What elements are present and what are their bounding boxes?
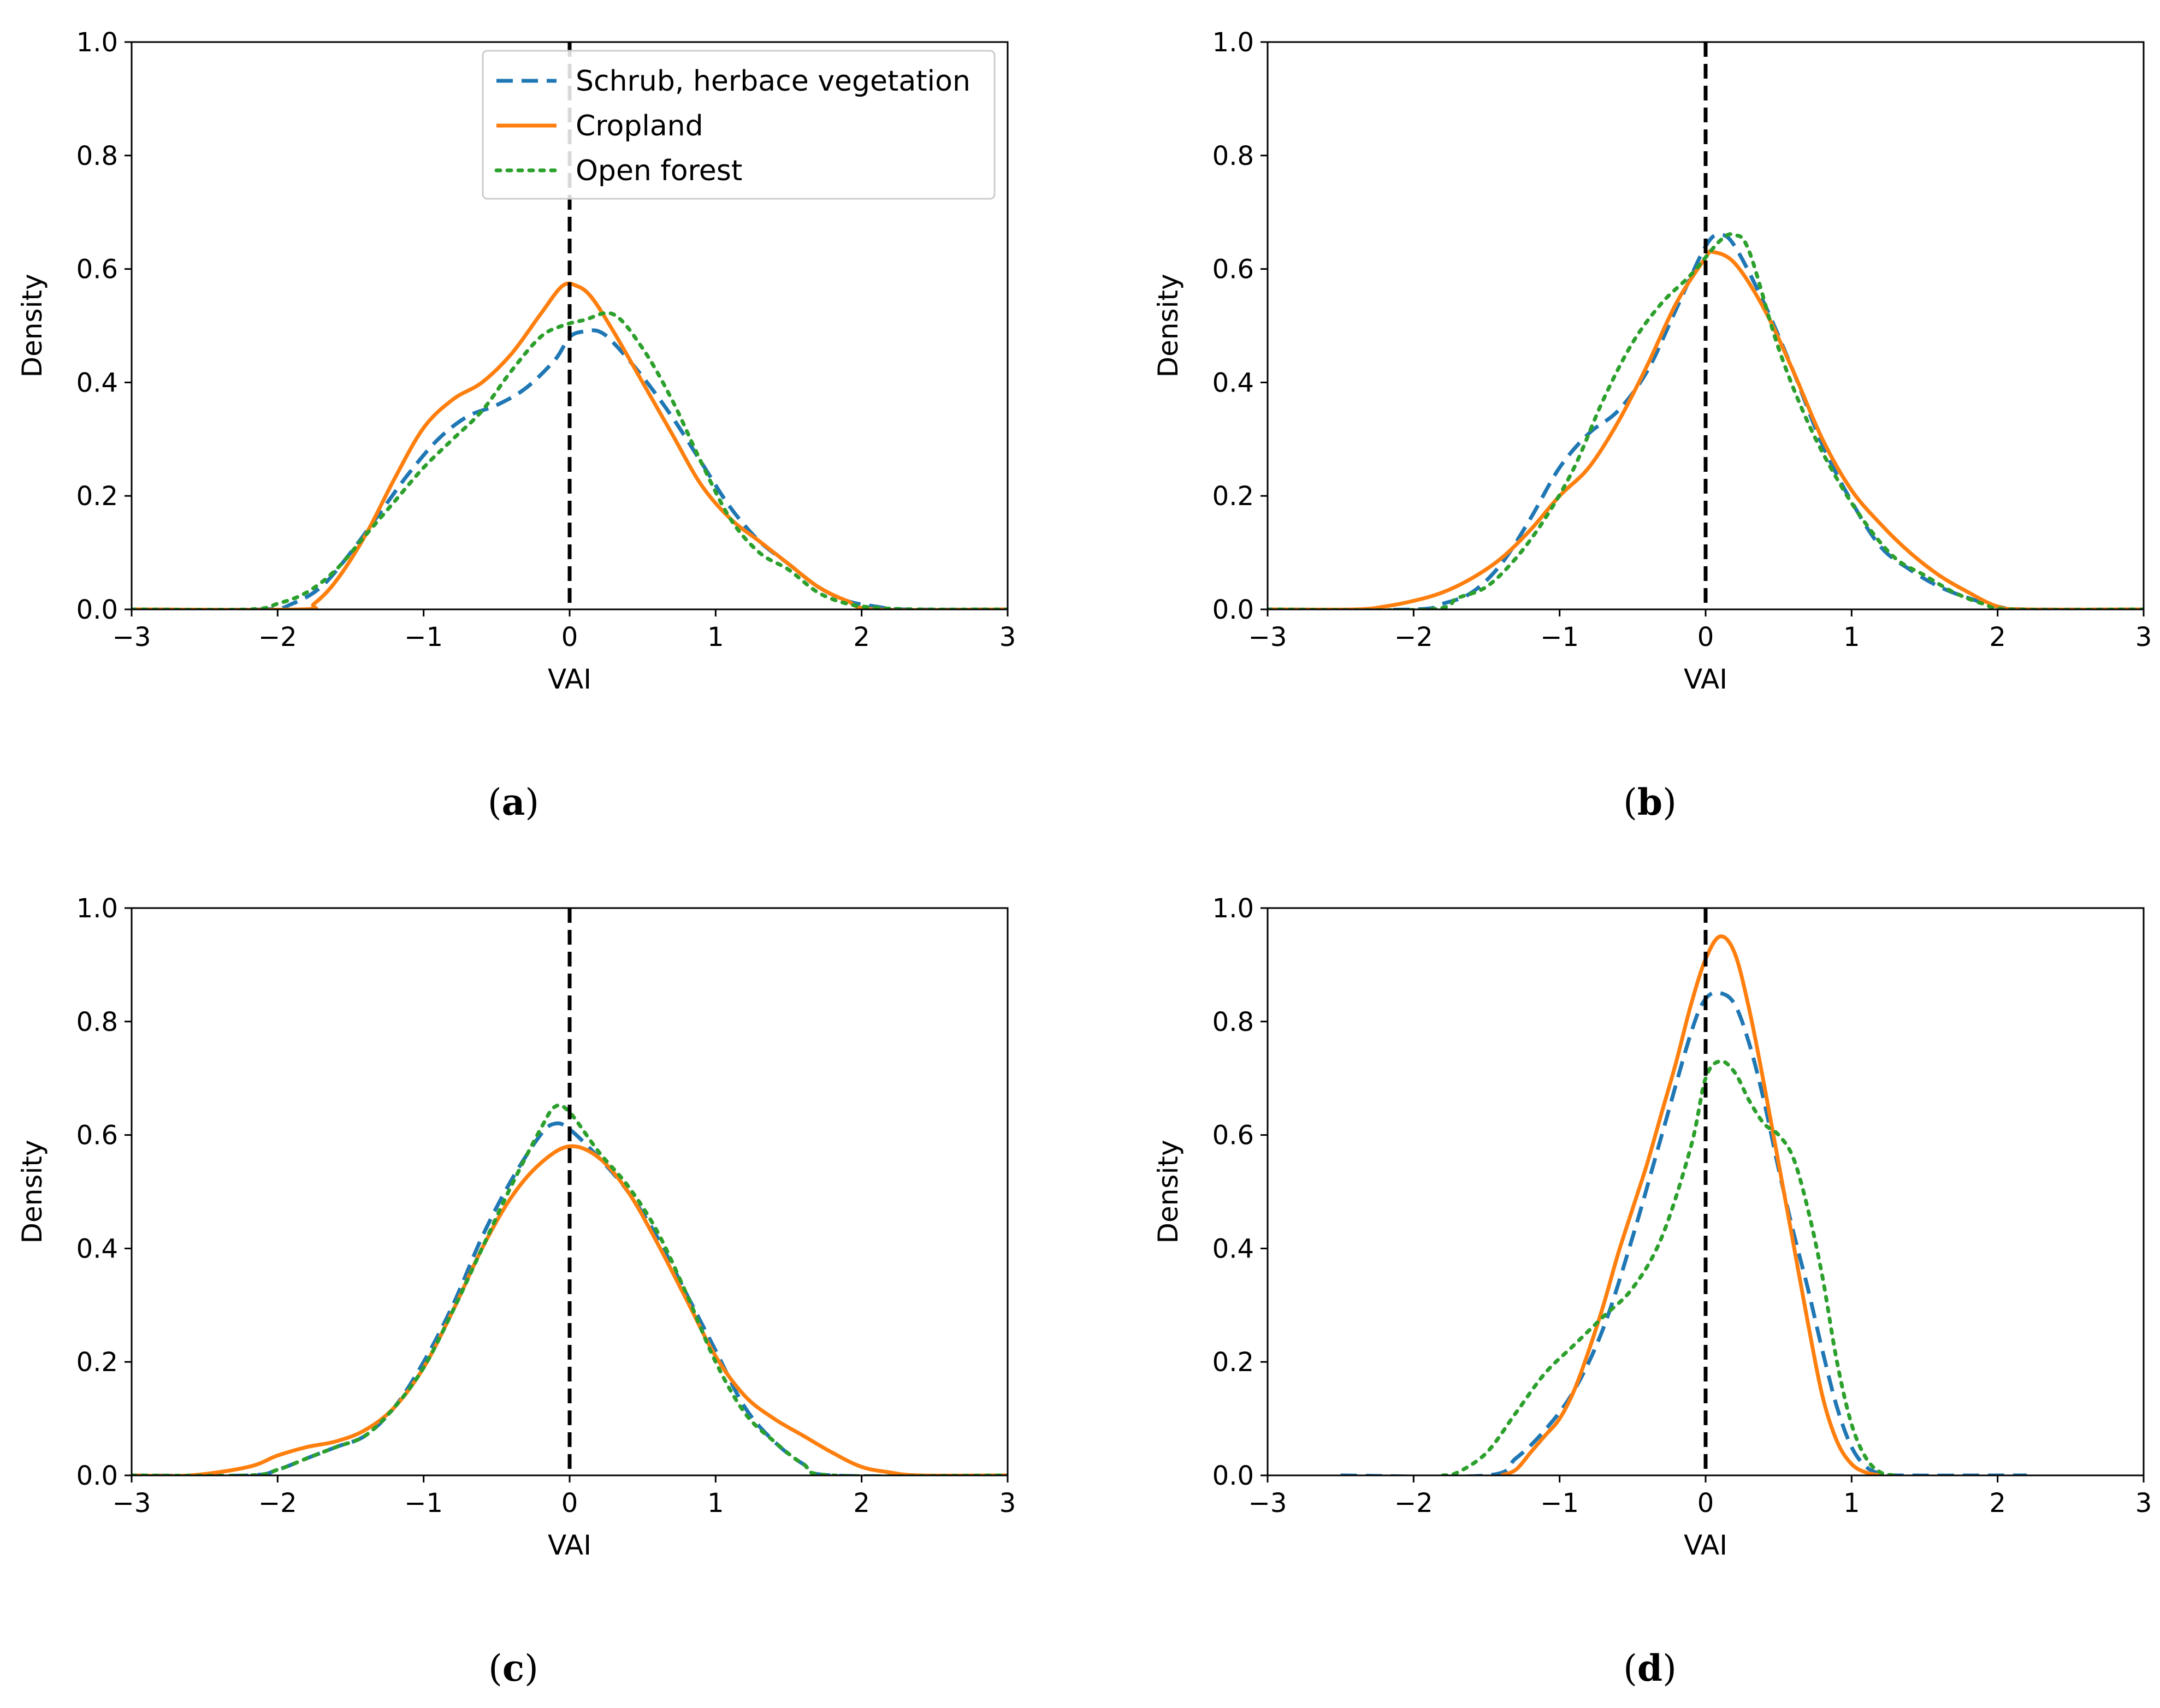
legend-label-1: Cropland xyxy=(576,110,703,143)
caption-open-paren-d: ( xyxy=(1623,1647,1637,1689)
y-tick-label-a-1: 0.2 xyxy=(76,481,118,512)
caption-letter-a: a xyxy=(502,781,525,823)
caption-open-paren-a: ( xyxy=(488,781,502,823)
y-tick-label-d-2: 0.4 xyxy=(1212,1233,1254,1264)
caption-letter-c: c xyxy=(502,1647,524,1689)
legend: Schrub, herbace vegetation Cropland Open f… xyxy=(483,51,995,199)
x-tick-label-b-0: −3 xyxy=(1248,622,1287,653)
x-tick-label-d-2: −1 xyxy=(1540,1488,1579,1519)
y-tick-label-c-2: 0.4 xyxy=(76,1233,118,1264)
y-axis-label-b: Density xyxy=(1152,274,1184,377)
x-tick-label-b-2: −1 xyxy=(1540,622,1579,653)
x-tick-label-b-1: −2 xyxy=(1394,622,1433,653)
y-tick-label-c-0: 0.0 xyxy=(76,1461,118,1491)
x-tick-label-a-0: −3 xyxy=(113,622,151,653)
caption-close-paren-a: ) xyxy=(525,781,539,823)
y-tick-label-b-2: 0.4 xyxy=(1212,367,1254,398)
caption-a: (a) xyxy=(488,781,539,823)
x-tick-label-c-5: 2 xyxy=(853,1488,870,1519)
x-tick-label-d-1: −2 xyxy=(1394,1488,1433,1519)
x-tick-label-d-4: 1 xyxy=(1843,1488,1860,1519)
caption-c: (c) xyxy=(488,1647,538,1689)
y-tick-label-d-3: 0.6 xyxy=(1212,1120,1254,1151)
x-tick-label-d-6: 3 xyxy=(2135,1488,2152,1519)
x-tick-label-a-2: −1 xyxy=(404,622,443,653)
x-axis-label-d: VAI xyxy=(1684,1529,1727,1561)
x-tick-label-a-4: 1 xyxy=(707,622,724,653)
x-tick-label-c-0: −3 xyxy=(113,1488,151,1519)
x-tick-label-c-4: 1 xyxy=(707,1488,724,1519)
x-tick-label-d-5: 2 xyxy=(1989,1488,2006,1519)
y-tick-label-b-5: 1.0 xyxy=(1212,27,1254,58)
x-axis-label-b: VAI xyxy=(1684,663,1727,695)
x-tick-label-d-0: −3 xyxy=(1248,1488,1287,1519)
y-tick-label-a-5: 1.0 xyxy=(76,27,118,58)
y-tick-label-b-3: 0.6 xyxy=(1212,254,1254,285)
x-tick-label-a-6: 3 xyxy=(999,622,1016,653)
caption-letter-b: b xyxy=(1637,781,1662,823)
x-tick-label-c-1: −2 xyxy=(258,1488,297,1519)
caption-close-paren-c: ) xyxy=(524,1647,538,1689)
x-tick-label-b-4: 1 xyxy=(1843,622,1860,653)
y-axis-label-d: Density xyxy=(1152,1140,1184,1243)
y-tick-label-d-1: 0.2 xyxy=(1212,1347,1254,1378)
y-tick-label-a-0: 0.0 xyxy=(76,595,118,625)
x-tick-label-b-3: 0 xyxy=(1697,622,1714,653)
y-tick-label-a-3: 0.6 xyxy=(76,254,118,285)
caption-close-paren-d: ) xyxy=(1662,1647,1677,1689)
caption-open-paren-b: ( xyxy=(1623,781,1637,823)
x-axis-label-c: VAI xyxy=(548,1529,591,1561)
y-tick-label-d-4: 0.8 xyxy=(1212,1007,1254,1037)
x-tick-label-b-6: 3 xyxy=(2135,622,2152,653)
caption-letter-d: d xyxy=(1637,1647,1662,1689)
y-tick-label-d-5: 1.0 xyxy=(1212,893,1254,924)
x-tick-label-c-2: −1 xyxy=(404,1488,443,1519)
x-tick-label-c-3: 0 xyxy=(561,1488,578,1519)
caption-close-paren-b: ) xyxy=(1662,781,1677,823)
y-tick-label-c-1: 0.2 xyxy=(76,1347,118,1378)
y-tick-label-c-4: 0.8 xyxy=(76,1007,118,1037)
y-tick-label-b-1: 0.2 xyxy=(1212,481,1254,512)
x-axis-label-a: VAI xyxy=(548,663,591,695)
caption-d: (d) xyxy=(1623,1647,1677,1689)
y-tick-label-a-2: 0.4 xyxy=(76,367,118,398)
x-tick-label-a-3: 0 xyxy=(561,622,578,653)
y-tick-label-b-0: 0.0 xyxy=(1212,595,1254,625)
caption-open-paren-c: ( xyxy=(488,1647,502,1689)
y-tick-label-c-3: 0.6 xyxy=(76,1120,118,1151)
x-tick-label-c-6: 3 xyxy=(999,1488,1016,1519)
caption-b: (b) xyxy=(1623,781,1677,823)
x-tick-label-b-5: 2 xyxy=(1989,622,2006,653)
figure: −3 −2 −1 0 1 2 3 0.0 0.2 0.4 0.6 0.8 1.0 VAI Density Sc… xyxy=(0,0,2160,1708)
y-axis-label-c: Density xyxy=(16,1140,48,1243)
legend-label-0: Schrub, herbace vegetation xyxy=(576,65,970,98)
x-tick-label-a-5: 2 xyxy=(853,622,870,653)
y-tick-label-a-4: 0.8 xyxy=(76,141,118,171)
x-tick-label-a-1: −2 xyxy=(258,622,297,653)
y-tick-label-d-0: 0.0 xyxy=(1212,1461,1254,1491)
x-tick-label-d-3: 0 xyxy=(1697,1488,1714,1519)
y-tick-label-b-4: 0.8 xyxy=(1212,141,1254,171)
legend-label-2: Open forest xyxy=(576,155,742,187)
y-tick-label-c-5: 1.0 xyxy=(76,893,118,924)
y-axis-label-a: Density xyxy=(16,274,48,377)
